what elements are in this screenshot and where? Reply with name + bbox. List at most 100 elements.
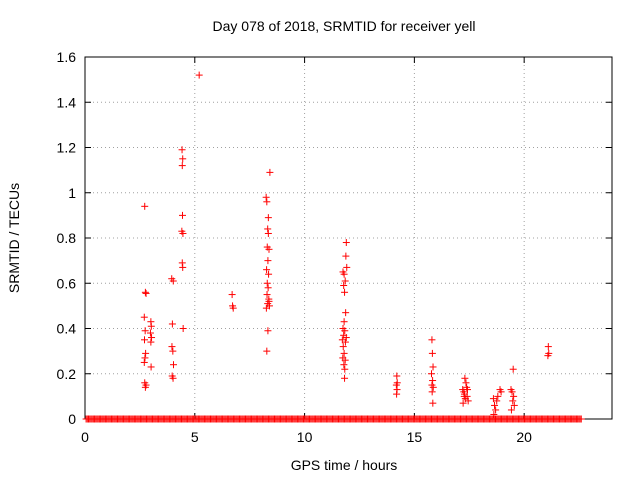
data-point [266,168,274,176]
data-point [264,225,272,233]
data-point [140,313,148,321]
data-point [464,397,472,405]
data-point [460,392,468,400]
x-tick-label: 5 [191,429,199,445]
data-point [263,198,271,206]
data-point [264,257,272,265]
data-point [169,361,177,369]
data-point [494,392,502,400]
data-point [510,401,518,409]
data-point [264,214,272,222]
data-point [178,146,186,154]
data-point [493,397,501,405]
baseline-markers [82,415,585,423]
data-point [141,327,149,335]
data-point [142,349,150,357]
y-tick-label: 1 [68,185,76,201]
x-axis-label: GPS time / hours [291,457,398,473]
data-point [341,277,349,285]
y-tick-label: 0.6 [57,275,77,291]
data-point [491,401,499,409]
x-tick-label: 15 [407,429,423,445]
chart-title: Day 078 of 2018, SRMTID for receiver yel… [213,18,476,34]
data-point [179,325,187,332]
data-points [140,71,553,418]
data-point [343,263,351,271]
data-point [508,388,516,396]
data-point [179,155,187,163]
data-point [141,202,149,210]
data-point [341,374,349,382]
data-point [263,279,271,287]
data-point [263,291,271,299]
data-point [147,363,155,371]
data-point [507,406,515,414]
data-point [428,336,436,344]
y-tick-label: 0.8 [57,230,77,246]
data-point [342,334,350,342]
data-point [142,381,150,389]
data-point [510,392,518,400]
data-point [392,381,400,389]
data-point [178,211,186,219]
data-point [428,370,436,378]
data-point [263,266,271,274]
data-point [342,252,350,260]
data-point [544,343,552,351]
data-point [195,71,203,79]
data-point [341,288,349,296]
x-tick-label: 20 [516,429,532,445]
data-point [341,327,349,335]
baseline-point [577,415,585,423]
axis-ticks: 0 0.2 0.4 0.6 0.8 1 1.2 1.4 1.6 0 5 10 15 20 [57,49,612,445]
data-point [169,347,177,355]
x-tick-label: 0 [81,429,89,445]
data-point [509,397,517,405]
data-point [147,322,155,330]
y-tick-label: 0 [68,411,76,427]
data-point [141,354,149,362]
data-point [141,288,149,296]
data-point [264,229,272,237]
plot-frame [84,56,613,420]
y-tick-label: 1.2 [57,140,77,156]
data-point [340,318,348,326]
y-axis-label: SRMTID / TECUs [6,183,22,293]
data-point [146,329,154,337]
data-point [229,304,237,312]
data-point [340,361,348,369]
data-point [148,334,156,342]
data-point [339,343,347,351]
y-tick-label: 0.2 [57,366,77,382]
data-point [459,399,467,407]
data-point [497,388,505,396]
data-point [263,347,271,355]
grid-lines [85,57,612,419]
y-tick-label: 1.4 [57,94,77,110]
data-point [341,365,349,373]
data-point [464,386,472,394]
data-point [340,270,348,278]
data-point [341,356,349,364]
data-point [169,374,177,382]
data-point [429,377,437,385]
data-point [264,327,272,335]
data-point [178,162,186,170]
data-point [262,193,270,201]
data-point [461,374,469,382]
data-point [429,399,437,407]
data-point [169,277,177,285]
data-point [341,338,349,346]
data-point [490,410,498,418]
data-point [342,239,350,247]
data-point [168,320,176,328]
data-point [265,270,273,278]
data-point [179,229,187,237]
data-point [340,349,348,357]
data-point [428,349,436,357]
data-point [340,282,348,290]
data-point [429,363,437,371]
data-point [428,388,436,396]
